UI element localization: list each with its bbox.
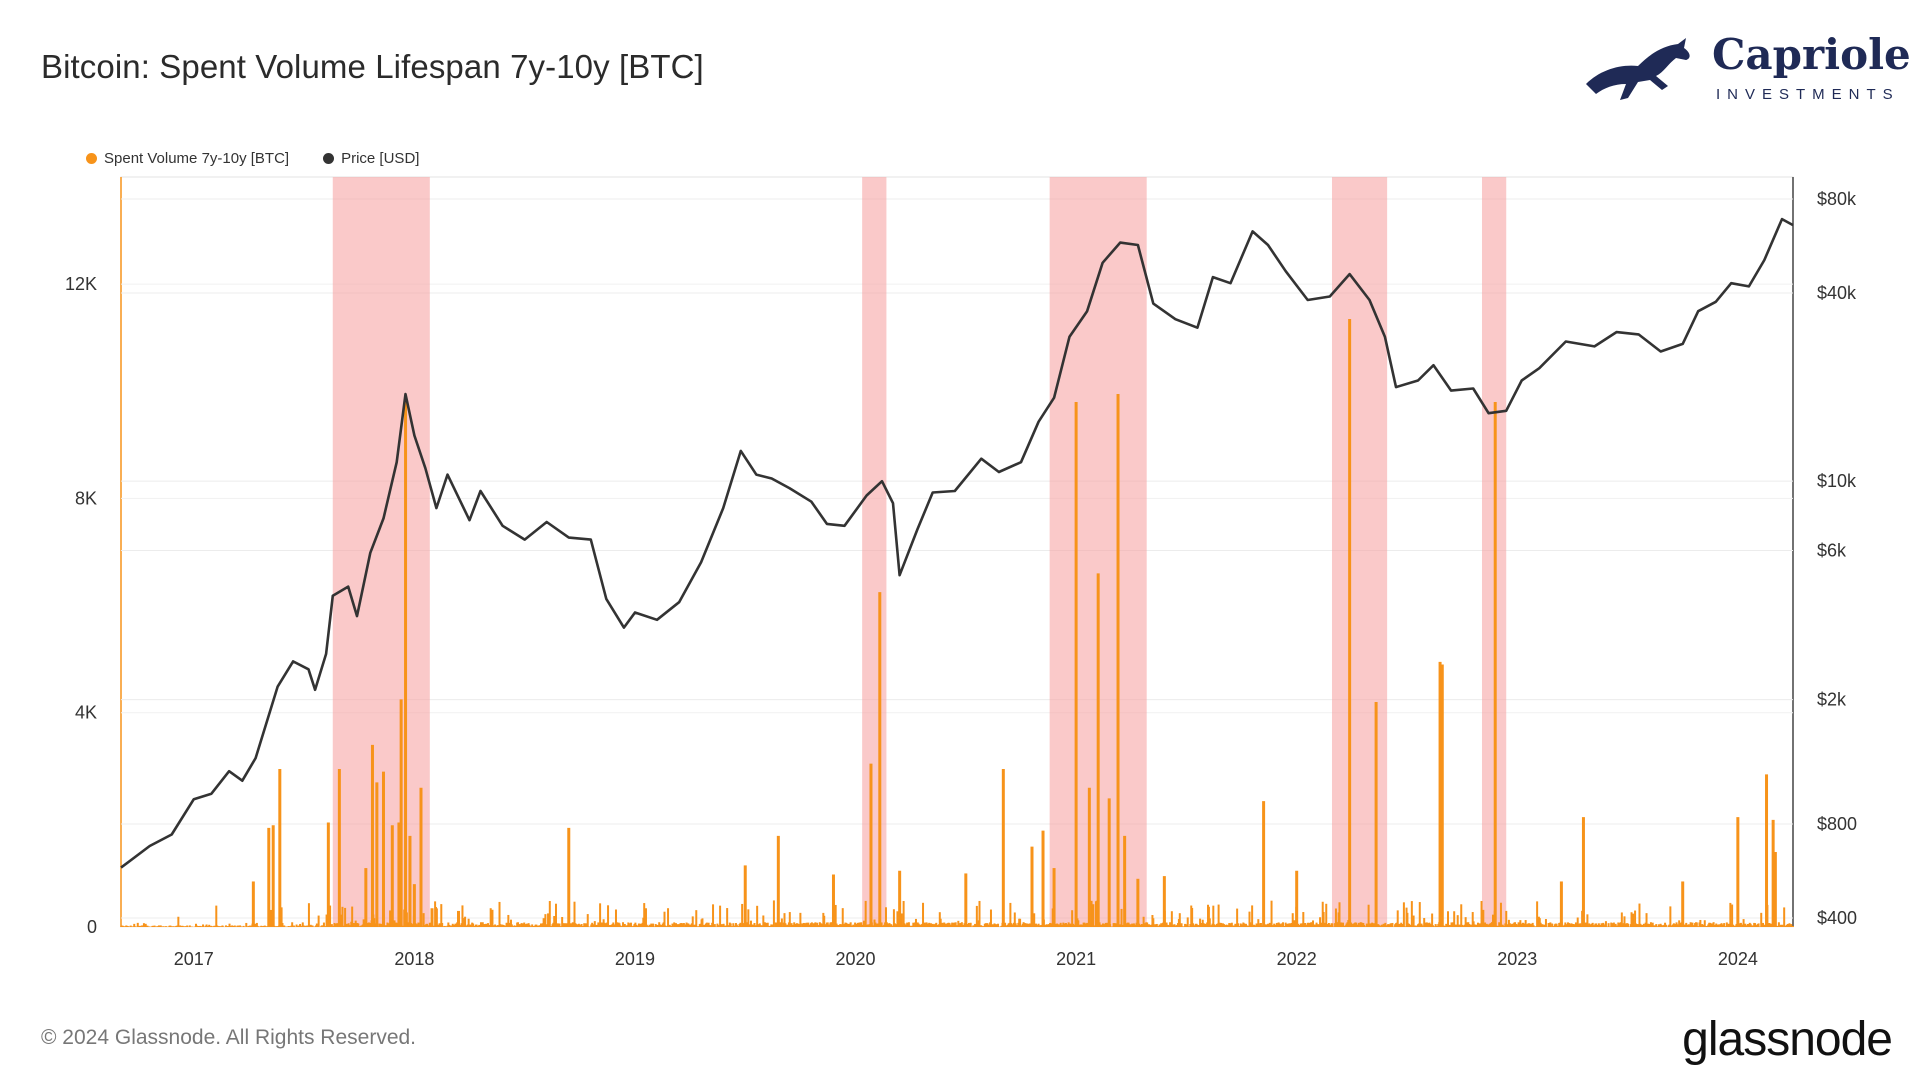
highlight-band-1 — [862, 177, 887, 927]
right-tick-$10k: $10k — [1817, 471, 1857, 491]
right-tick-$80k: $80k — [1817, 189, 1857, 209]
logo-name: Capriole — [1712, 30, 1911, 79]
right-tick-$800: $800 — [1817, 814, 1857, 834]
legend-item-volume[interactable]: Spent Volume 7y-10y [BTC] — [86, 150, 289, 167]
left-tick-0: 0 — [87, 917, 97, 937]
x-tick-2017: 2017 — [174, 949, 214, 969]
highlight-band-0 — [332, 177, 430, 927]
x-tick-2022: 2022 — [1277, 949, 1317, 969]
legend-label-volume: Spent Volume 7y-10y [BTC] — [104, 150, 290, 167]
legend-dot-volume — [86, 153, 97, 164]
legend-label-price: Price [USD] — [341, 150, 420, 167]
copyright-text: © 2024 Glassnode. All Rights Reserved. — [41, 1026, 417, 1049]
x-tick-2019: 2019 — [615, 949, 655, 969]
chart-title: Bitcoin: Spent Volume Lifespan 7y-10y [B… — [41, 48, 704, 85]
price-line — [120, 217, 1794, 869]
horse-icon — [1586, 38, 1690, 100]
x-tick-2023: 2023 — [1497, 949, 1537, 969]
legend-item-price[interactable]: Price [USD] — [323, 150, 419, 167]
glassnode-logo: glassnode — [1682, 1013, 1893, 1066]
right-tick-$2k: $2k — [1817, 690, 1847, 710]
x-tick-2024: 2024 — [1718, 949, 1758, 969]
x-tick-2021: 2021 — [1056, 949, 1096, 969]
chart-legend: Spent Volume 7y-10y [BTC] Price [USD] — [86, 150, 419, 167]
highlight-band-3 — [1331, 177, 1388, 927]
legend-dot-price — [323, 153, 335, 164]
right-tick-$6k: $6k — [1817, 541, 1847, 561]
left-tick-4K: 4K — [75, 703, 97, 723]
right-tick-$400: $400 — [1817, 908, 1857, 928]
left-tick-8K: 8K — [75, 488, 97, 508]
capriole-logo: Capriole INVESTMENTS — [1580, 30, 1911, 110]
logo-subtitle: INVESTMENTS — [1716, 86, 1900, 103]
x-tick-2018: 2018 — [394, 949, 434, 969]
right-tick-$40k: $40k — [1817, 283, 1857, 303]
left-tick-12K: 12K — [65, 274, 97, 294]
x-tick-2020: 2020 — [836, 949, 876, 969]
